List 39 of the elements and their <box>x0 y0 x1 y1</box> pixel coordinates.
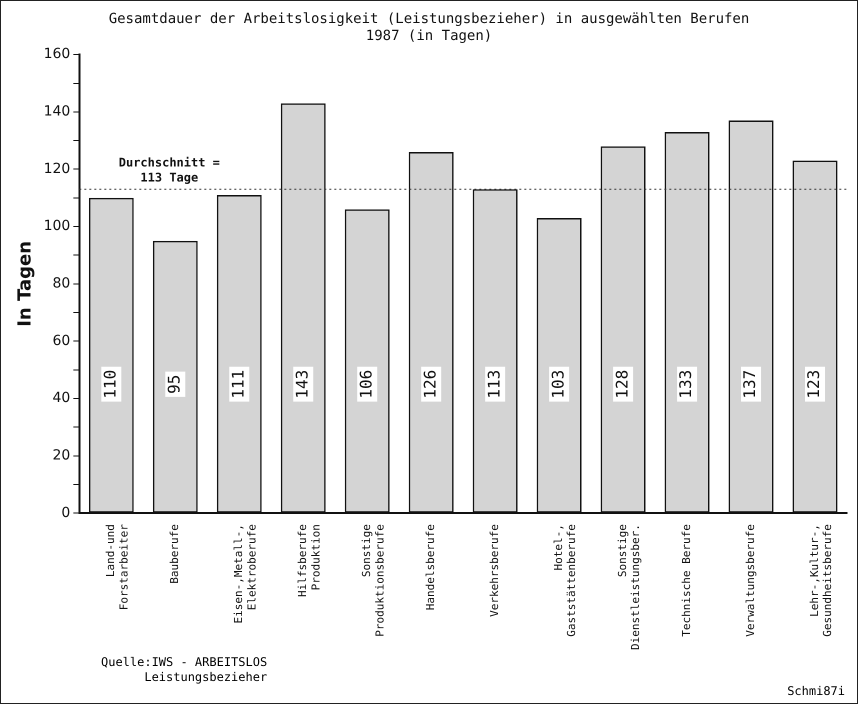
data-label: 128 <box>612 370 632 399</box>
x-tick-label: Verkehrsberufe <box>488 524 502 617</box>
x-tick-label: Hotel-, Gaststättenberufe <box>552 524 578 637</box>
y-tick-label: 40 <box>52 390 70 406</box>
y-tick-label: 140 <box>44 104 70 120</box>
text: Schmi87i <box>787 684 845 699</box>
y-tick-label: 100 <box>44 218 70 234</box>
x-tick-label: Verwaltungsberufe <box>744 524 757 637</box>
y-tick-label: 80 <box>52 276 70 292</box>
y-tick-label: 0 <box>61 504 70 521</box>
text: Gesamtdauer der Arbeitslosigkeit (Leistungsbezieher) in ausgewählten Berufen <box>108 11 750 28</box>
x-tick-label: Lehr-,Kultur-, Gesundheitsberufe <box>808 524 834 637</box>
data-label: 126 <box>420 370 440 399</box>
data-label: 106 <box>356 370 376 399</box>
data-label: 123 <box>804 370 824 399</box>
y-tick-label: 120 <box>44 160 70 177</box>
data-label: 110 <box>100 370 120 399</box>
data-label: 133 <box>676 370 696 399</box>
x-tick-label: Sonstige Dienstleistungsber. <box>616 524 642 650</box>
y-tick-label: 20 <box>52 447 70 464</box>
text: 1987 (in Tagen) <box>366 28 492 44</box>
source-note: Quelle:IWS - ARBEITSLOS Leistungsbezieher <box>101 655 268 685</box>
data-label: 95 <box>164 374 184 394</box>
y-tick-label: 160 <box>44 46 70 62</box>
x-tick-label: Bauberufe <box>168 524 182 584</box>
y-tick-label: 60 <box>52 332 70 349</box>
data-label: 103 <box>548 370 568 399</box>
data-label: 143 <box>292 370 312 399</box>
x-tick-label: Handelsberufe <box>424 524 438 610</box>
x-tick-label: Eisen-,Metall-, Elektroberufe <box>232 524 258 624</box>
data-label: 113 <box>484 370 504 399</box>
x-tick-label: Hilfsberufe Produktion <box>296 524 322 598</box>
x-tick-label: Technische Berufe <box>680 524 693 637</box>
x-tick-label: Sonstige Produktionsberufe <box>360 524 386 637</box>
x-tick-label: Land-und Forstarbeiter <box>104 524 130 610</box>
y-axis-title: In Tagen <box>14 240 36 327</box>
data-label: 111 <box>228 370 248 399</box>
ref-line-label: Durchschnitt = 113 Tage <box>118 155 220 184</box>
data-label: 137 <box>740 370 760 399</box>
